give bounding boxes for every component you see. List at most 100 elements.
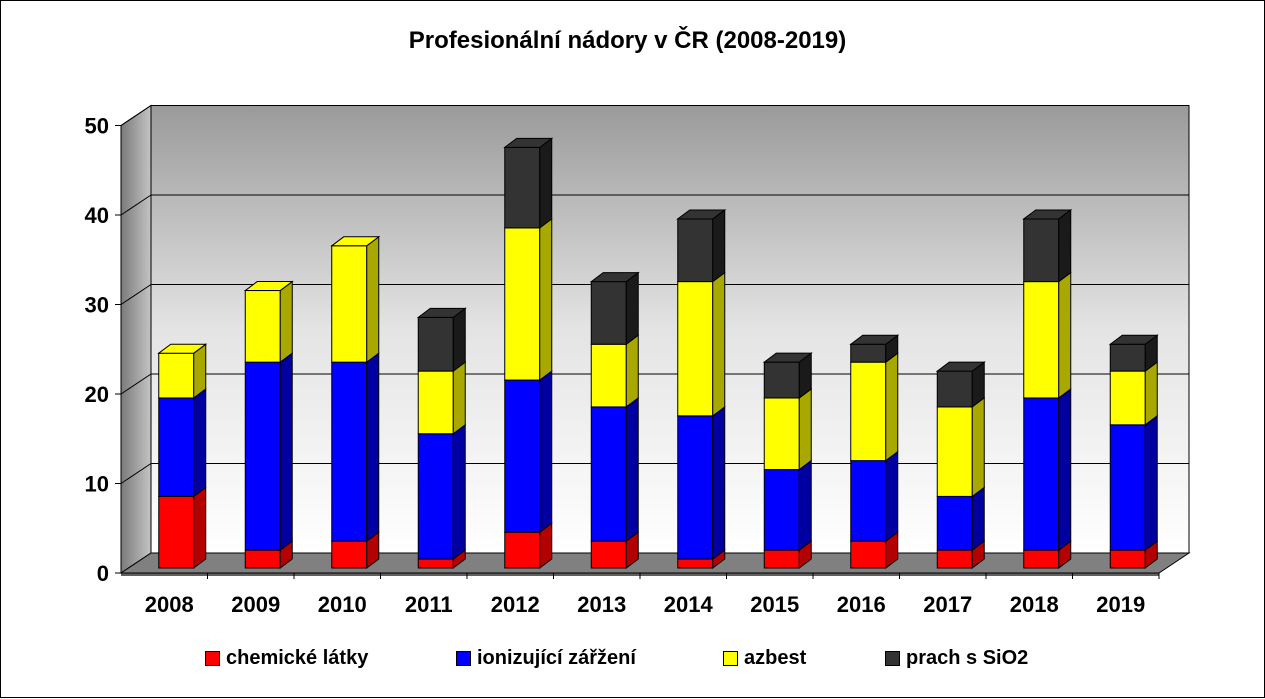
- bar-segment: [677, 281, 714, 417]
- bar-segment-side: [885, 450, 899, 543]
- bar-segment-side: [452, 307, 466, 373]
- bar-segment: [331, 361, 368, 542]
- bar-segment-side: [452, 423, 466, 561]
- bar-segment: [417, 316, 454, 372]
- bar-segment: [763, 361, 800, 399]
- bar-segment-side: [193, 387, 207, 498]
- bar-segment: [504, 146, 541, 229]
- y-tick-label: 20: [85, 382, 109, 407]
- x-tick-label: 2012: [491, 592, 540, 617]
- x-tick-label: 2018: [1010, 592, 1059, 617]
- bar-segment-side: [366, 235, 380, 364]
- bar-segment: [417, 370, 454, 435]
- bar-segment-side: [279, 280, 293, 364]
- bar-segment: [936, 370, 973, 408]
- bars: [157, 137, 1159, 569]
- x-axis: 2008 2009 2010 2011 2012 2013 2014 2015 2016 2017…: [121, 572, 1160, 617]
- back-wall: [150, 105, 1190, 554]
- bar-segment: [158, 352, 195, 399]
- x-tick-label: 2015: [750, 592, 799, 617]
- legend-item-ionizujici-zarzeni: ionizující zářžení: [456, 647, 636, 670]
- x-tick-label: 2019: [1096, 592, 1145, 617]
- bar-segment: [158, 397, 195, 497]
- legend-item-prach-s-sio2: prach s SiO2: [885, 647, 1028, 670]
- legend-label: azbest: [744, 647, 807, 669]
- bar-top: [589, 272, 640, 283]
- gridline-side: [120, 105, 152, 126]
- x-tick-label: 2017: [923, 592, 972, 617]
- bar-segment: [1109, 424, 1146, 551]
- bar-segment: [677, 415, 714, 560]
- bar-segment-side: [1058, 387, 1072, 552]
- bar-top: [330, 236, 381, 247]
- bar-segment: [677, 558, 714, 569]
- bar-segment: [1023, 281, 1060, 399]
- y-tick-label: 50: [85, 114, 109, 139]
- bar-top: [1022, 209, 1073, 220]
- bar-segment-side: [366, 352, 380, 543]
- bar-segment: [1109, 343, 1146, 372]
- gridline-side: [120, 463, 152, 484]
- bar-top: [243, 281, 294, 292]
- bar-segment: [1109, 549, 1146, 569]
- bar-segment: [504, 379, 541, 533]
- chart-title: Profesionální nádory v ČR (2008-2019): [408, 27, 847, 54]
- legend-item-azbest: azbest: [723, 647, 806, 670]
- bar-segment: [158, 495, 195, 569]
- y-tick-label: 30: [85, 293, 109, 318]
- bar-segment: [850, 343, 887, 363]
- bar-segment: [1023, 549, 1060, 569]
- x-tick-label: 2014: [664, 592, 714, 617]
- bar-top: [1108, 334, 1159, 345]
- bar-segment-side: [971, 486, 985, 552]
- bar-segment: [1023, 218, 1060, 283]
- bar-segment-side: [193, 486, 207, 569]
- bar-segment-side: [712, 271, 726, 417]
- x-tick-label: 2009: [231, 592, 280, 617]
- bar-segment-side: [885, 352, 899, 462]
- bar-segment-side: [712, 405, 726, 561]
- gridlines: [120, 105, 1189, 484]
- legend-swatch: [723, 651, 738, 666]
- y-axis: 0 10 20 30 40 50: [85, 114, 122, 586]
- bar-segment-side: [452, 361, 466, 435]
- bar-segment-side: [798, 387, 812, 471]
- bar-segment-side: [539, 137, 553, 229]
- legend-label: prach s SiO2: [906, 647, 1029, 669]
- bar-top: [503, 137, 554, 148]
- legend-label: chemické látky: [226, 647, 369, 669]
- bar-segment: [763, 397, 800, 471]
- bar-segment: [1023, 397, 1060, 551]
- bar-segment: [504, 531, 541, 569]
- gridline-side: [120, 194, 152, 216]
- bar-segment: [244, 361, 281, 551]
- x-tick-label: 2008: [145, 592, 194, 617]
- legend-swatch: [885, 651, 900, 666]
- bar-segment-side: [1144, 361, 1158, 426]
- bar-segment-side: [539, 370, 553, 534]
- y-tick-label: 10: [85, 472, 109, 497]
- bar-segment: [936, 495, 973, 551]
- bar-segment-side: [971, 396, 985, 498]
- bar-segment-side: [712, 208, 726, 283]
- bar-segment: [590, 406, 627, 542]
- plot-area: [120, 104, 1190, 574]
- side-wall: [120, 104, 152, 574]
- bar-top: [676, 209, 727, 220]
- bar-segment-side: [539, 217, 553, 382]
- bar-segment-side: [625, 396, 639, 543]
- legend-swatch: [456, 651, 471, 666]
- bar-segment-side: [625, 271, 639, 346]
- bar-top: [416, 307, 467, 318]
- y-tick-label: 40: [85, 203, 109, 228]
- bar-segment-side: [279, 352, 293, 552]
- bar-segment: [244, 290, 281, 363]
- gridline-side: [120, 284, 152, 305]
- bar-segment: [331, 540, 368, 569]
- bar-segment: [936, 549, 973, 569]
- legend-label: ionizující zářžení: [477, 647, 636, 669]
- bar-segment: [763, 469, 800, 551]
- bar-segment: [590, 343, 627, 408]
- bar-top: [762, 352, 813, 363]
